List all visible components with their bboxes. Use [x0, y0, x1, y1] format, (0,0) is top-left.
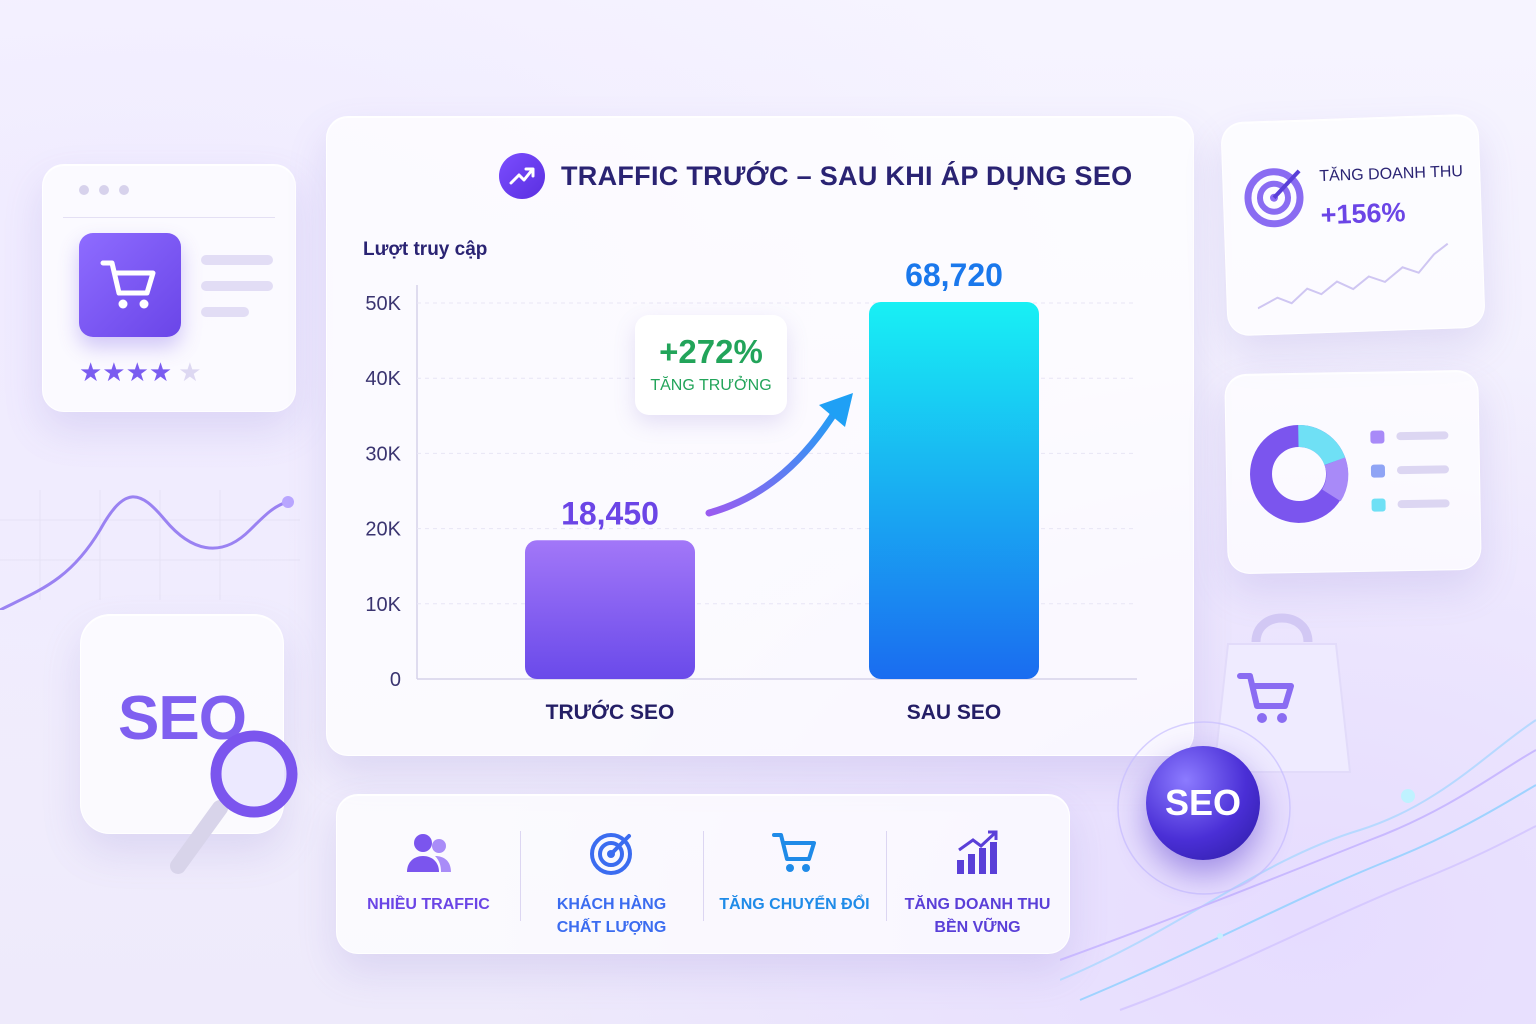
- legend-line: [1397, 499, 1450, 509]
- seo-orb: SEO: [1146, 746, 1260, 860]
- chart-title: TRAFFIC TRƯỚC – SAU KHI ÁP DỤNG SEO: [561, 160, 1133, 191]
- growth-arrow-head: [819, 393, 853, 427]
- benefit-item: NHIỀU TRAFFIC: [337, 795, 520, 953]
- y-tick-label: 40K: [365, 368, 401, 390]
- legend-swatch: [1370, 464, 1386, 478]
- legend-line: [1396, 465, 1450, 475]
- y-tick-label: 20K: [365, 519, 401, 541]
- text-placeholder: [201, 255, 273, 265]
- benefits-bar: NHIỀU TRAFFIC KHÁCH HÀNG CHẤT LƯỢNG TĂNG…: [336, 794, 1070, 954]
- magnifier-icon: [170, 730, 298, 874]
- chart-header: TRAFFIC TRƯỚC – SAU KHI ÁP DỤNG SEO: [499, 153, 1132, 199]
- growth-badge: +272% TĂNG TRƯỞNG: [635, 315, 787, 415]
- trend-up-icon: [499, 153, 545, 199]
- decor-line-chart: [0, 490, 300, 610]
- decor-sparkline: [1257, 242, 1449, 310]
- bar-growth-icon: [951, 829, 1005, 877]
- donut-card: [1224, 369, 1482, 575]
- growth-arrow: [705, 405, 841, 517]
- target-icon: [585, 829, 639, 877]
- y-tick-label: 50K: [365, 293, 401, 315]
- star-empty-icon: ★: [178, 357, 202, 387]
- decor-waves: [1060, 719, 1536, 1011]
- benefit-label: NHIỀU TRAFFIC: [367, 896, 490, 913]
- revenue-value: +156%: [1320, 197, 1406, 231]
- legend-swatch: [1370, 430, 1385, 444]
- benefit-item: TĂNG CHUYỂN ĐỔI: [703, 795, 886, 953]
- y-tick-label: 10K: [365, 594, 401, 616]
- orb-rings: [1117, 721, 1291, 895]
- bar-value-label: 18,450: [561, 495, 659, 531]
- cart-icon: [768, 829, 822, 877]
- seo-orb-text: SEO: [1164, 782, 1242, 823]
- bar: [525, 540, 695, 679]
- target-icon: [1244, 168, 1304, 228]
- traffic-chart-card: TRAFFIC TRƯỚC – SAU KHI ÁP DỤNG SEO Lượt…: [326, 116, 1194, 756]
- star-icon: ★★★★: [79, 357, 173, 387]
- text-placeholder: [201, 281, 273, 291]
- growth-value: +272%: [659, 333, 763, 370]
- window-dot: [99, 185, 109, 195]
- users-icon: [402, 829, 456, 877]
- benefit-label: KHÁCH HÀNG CHẤT LƯỢNG: [556, 896, 667, 936]
- category-label: SAU SEO: [907, 701, 1002, 724]
- bar-chart: 0 10K 20K 30K 40K 50K 18,450 TRƯỚC SEO 68,720 SA…: [365, 257, 1137, 724]
- legend-line: [1396, 431, 1449, 441]
- benefit-item: TĂNG DOANH THU BỀN VỮNG: [886, 795, 1069, 953]
- benefit-label: TĂNG DOANH THU BỀN VỮNG: [904, 896, 1051, 936]
- bar: [869, 302, 1039, 679]
- cart-icon: [79, 233, 181, 337]
- window-dot: [119, 185, 129, 195]
- shopping-bag-icon: [1212, 613, 1352, 773]
- y-tick-label: 0: [390, 669, 401, 691]
- divider: [63, 217, 275, 218]
- seo-cube-text: SEO: [118, 683, 247, 753]
- rating-stars: ★★★★ ★: [79, 357, 202, 388]
- y-axis-label: Lượt truy cập: [363, 239, 488, 260]
- donut-chart-icon: [1250, 424, 1349, 523]
- window-dot: [79, 185, 89, 195]
- revenue-card: TĂNG DOANH THU +156%: [1220, 113, 1486, 337]
- y-tick-label: 30K: [365, 443, 401, 465]
- benefit-item: KHÁCH HÀNG CHẤT LƯỢNG: [520, 795, 703, 953]
- text-placeholder: [201, 307, 249, 317]
- legend-swatch: [1371, 498, 1386, 512]
- revenue-label: TĂNG DOANH THU: [1318, 163, 1464, 186]
- growth-label: TĂNG TRƯỞNG: [650, 377, 772, 394]
- benefit-label: TĂNG CHUYỂN ĐỔI: [719, 896, 870, 913]
- product-card: ★★★★ ★: [42, 164, 296, 412]
- bar-value-label: 68,720: [905, 257, 1003, 293]
- category-label: TRƯỚC SEO: [546, 700, 675, 724]
